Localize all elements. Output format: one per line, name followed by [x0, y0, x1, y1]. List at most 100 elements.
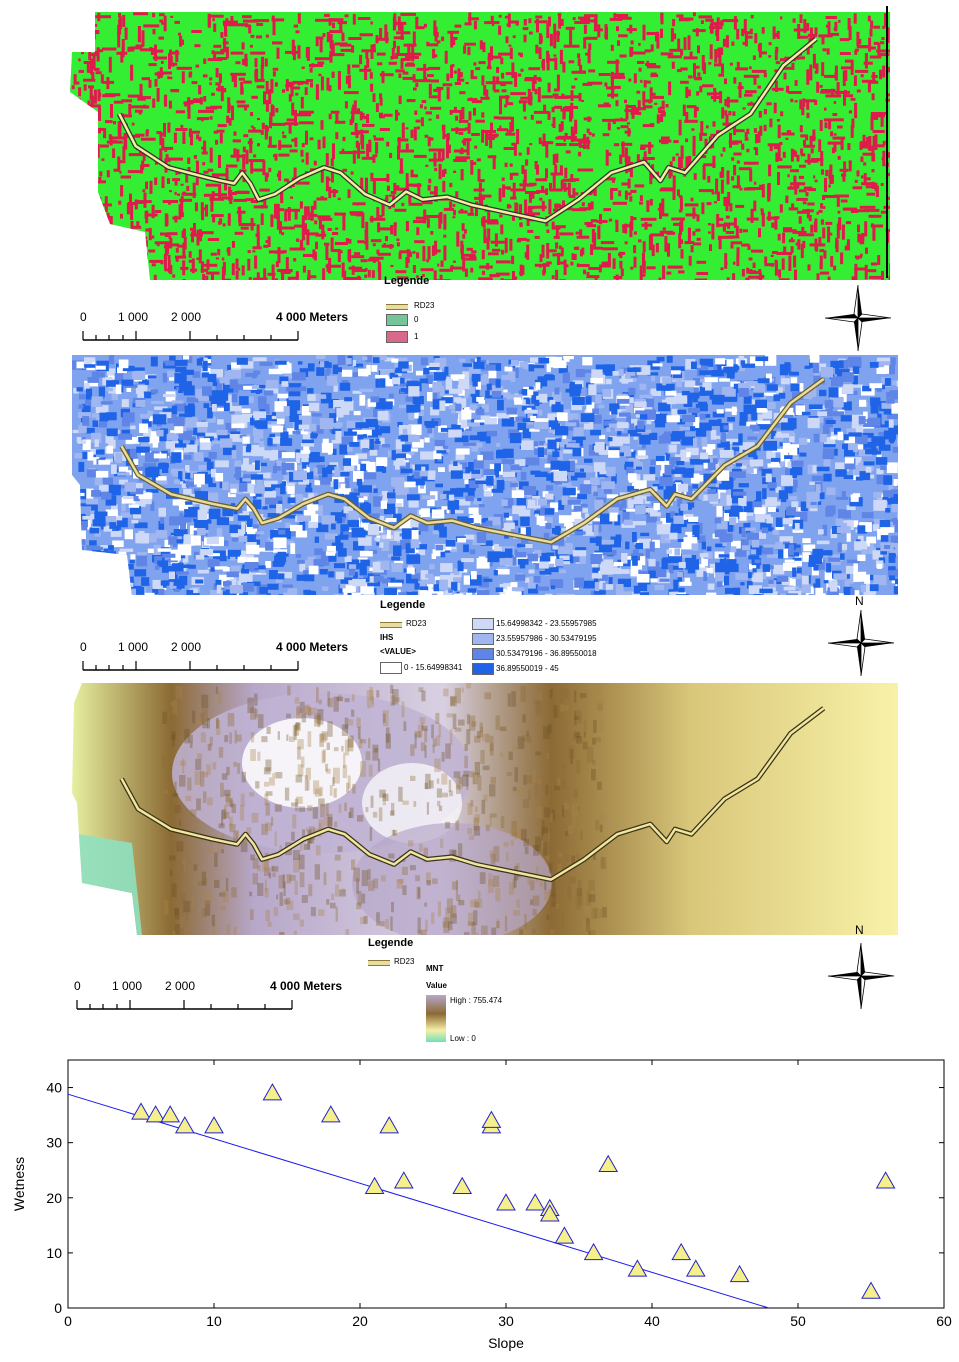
y-axis-label: Wetness — [11, 1157, 27, 1211]
map3-road — [120, 707, 825, 881]
map3-legend: RD23 MNT Value High : 755.474 Low : 0 — [368, 954, 508, 1043]
map2-legend-road-label: RD23 — [406, 619, 427, 628]
map2-scale-label-1000: 1 000 — [118, 640, 149, 654]
map1-legend-road-symbol — [386, 304, 408, 310]
data-point-triangle — [145, 1105, 166, 1123]
data-point-triangle — [496, 1193, 516, 1211]
map3-legend-layer: MNT — [426, 964, 444, 973]
map1-scale-label-4000: 4 000 Meters — [276, 310, 349, 324]
chart-plot-area — [67, 1059, 945, 1309]
x-tick-label: 0 — [64, 1313, 72, 1329]
map2-north-arrow-icon — [827, 609, 895, 677]
data-point-triangle — [598, 1154, 619, 1172]
map2-scale-label-4000: 4 000 Meters — [276, 640, 349, 654]
wetness-slope-scatter-chart: 0 10 20 30 40 50 60 0 10 20 30 40 Slope Wetness — [11, 1059, 952, 1351]
map2-legend-class-1: 15.64998342 - 23.55957985 — [496, 619, 597, 628]
map2-legend-swatch-1 — [472, 618, 494, 630]
map2-legend-class-4: 36.89550019 - 45 — [496, 664, 559, 673]
y-tick-label: 40 — [46, 1080, 62, 1096]
y-tick-label: 20 — [46, 1190, 62, 1206]
map2-north-label: N — [855, 594, 864, 608]
data-point-triangle — [174, 1116, 195, 1134]
data-point-triangle — [320, 1105, 341, 1123]
data-point-triangle — [379, 1116, 400, 1134]
x-tick-label: 50 — [790, 1313, 806, 1329]
map-mnt-raster — [72, 683, 898, 935]
map1-legend: RD23 0 1 — [386, 300, 526, 348]
map3-legend-low: Low : 0 — [450, 1034, 476, 1043]
x-tick-label: 10 — [206, 1313, 222, 1329]
map-binary-panel — [70, 12, 890, 280]
map3-scale-ticks — [76, 1000, 293, 1010]
map3-legend-field: Value — [426, 981, 447, 990]
map3-scale-label-1000: 1 000 — [112, 979, 143, 993]
map1-scale-label-0: 0 — [80, 310, 87, 324]
map1-scale-label-1000: 1 000 — [118, 310, 149, 324]
data-point-triangle — [393, 1171, 414, 1189]
map3-north-arrow-icon — [827, 942, 895, 1010]
map1-scale-bar: 0 1 000 2 000 4 000 Meters — [78, 310, 378, 344]
data-point-triangle — [627, 1259, 648, 1277]
map3-legend-road-label: RD23 — [394, 957, 415, 966]
x-tick-label: 30 — [498, 1313, 514, 1329]
data-point-triangle — [481, 1110, 502, 1128]
map2-legend: RD23 IHS <VALUE> 0 - 15.64998341 15.6499… — [380, 616, 630, 682]
data-point-triangle — [554, 1226, 575, 1244]
map2-class-cells — [72, 355, 898, 595]
map3-legend-color-ramp — [426, 995, 446, 1042]
map2-legend-swatch-2 — [472, 633, 494, 645]
map1-red-cells — [70, 12, 890, 280]
map2-legend-class-0: 0 - 15.64998341 — [404, 663, 463, 672]
map1-legend-road-label: RD23 — [414, 301, 435, 310]
map2-legend-class-3: 30.53479196 - 36.89550018 — [496, 649, 597, 658]
map3-scale-label-4000: 4 000 Meters — [270, 979, 343, 993]
map2-legend-title: Legende — [380, 599, 426, 611]
map3-legend-road-symbol — [368, 960, 390, 966]
map-mnt-panel — [72, 683, 898, 935]
data-point-triangle — [525, 1193, 546, 1211]
map1-legend-label-0: 0 — [414, 315, 419, 324]
map2-scale-label-0: 0 — [80, 640, 87, 654]
x-tick-label: 20 — [352, 1313, 368, 1329]
map2-legend-layer: IHS — [380, 633, 394, 642]
map2-legend-road-symbol — [380, 622, 402, 628]
map1-legend-label-1: 1 — [414, 332, 419, 341]
data-point-triangle — [875, 1171, 896, 1189]
y-tick-label: 10 — [46, 1245, 62, 1261]
map-ihs-panel — [72, 355, 898, 595]
x-axis-label: Slope — [488, 1335, 524, 1351]
data-point-triangle — [729, 1264, 750, 1283]
map-ihs-raster — [72, 355, 898, 595]
map3-north-label: N — [855, 923, 864, 937]
map2-scale-label-2000: 2 000 — [171, 640, 202, 654]
data-point-triangle — [364, 1176, 385, 1195]
map3-scale-label-0: 0 — [74, 979, 81, 993]
data-point-triangle — [131, 1102, 151, 1120]
map1-scale-label-2000: 2 000 — [171, 310, 202, 324]
map1-legend-swatch-1 — [386, 331, 408, 343]
map3-scale-label-2000: 2 000 — [165, 979, 196, 993]
y-tick-label: 30 — [46, 1135, 62, 1151]
data-point-triangle — [539, 1204, 560, 1222]
map1-legend-title: Legende — [384, 275, 430, 287]
x-tick-label: 40 — [644, 1313, 660, 1329]
map2-legend-swatch-0 — [380, 662, 402, 674]
data-point-triangle — [583, 1242, 604, 1261]
map2-road — [120, 377, 825, 544]
data-point-triangle — [452, 1176, 473, 1195]
map2-legend-class-2: 23.55957986 - 30.53479195 — [496, 634, 597, 643]
map2-scale-ticks — [82, 661, 299, 671]
data-point-triangle — [204, 1116, 224, 1134]
map3-legend-title: Legende — [368, 937, 414, 949]
map2-scale-bar: 0 1 000 2 000 4 000 Meters — [78, 640, 378, 674]
data-point-triangle — [262, 1083, 283, 1101]
map1-scale-ticks — [82, 331, 299, 341]
data-point-triangle — [671, 1242, 692, 1261]
map2-legend-swatch-3 — [472, 648, 494, 660]
x-tick-label: 60 — [936, 1313, 952, 1329]
map2-legend-swatch-4 — [472, 663, 494, 675]
data-point-triangle — [160, 1105, 181, 1123]
map-binary-frame-line — [886, 6, 888, 278]
map2-legend-field: <VALUE> — [380, 647, 416, 656]
map1-legend-swatch-0 — [386, 314, 408, 326]
